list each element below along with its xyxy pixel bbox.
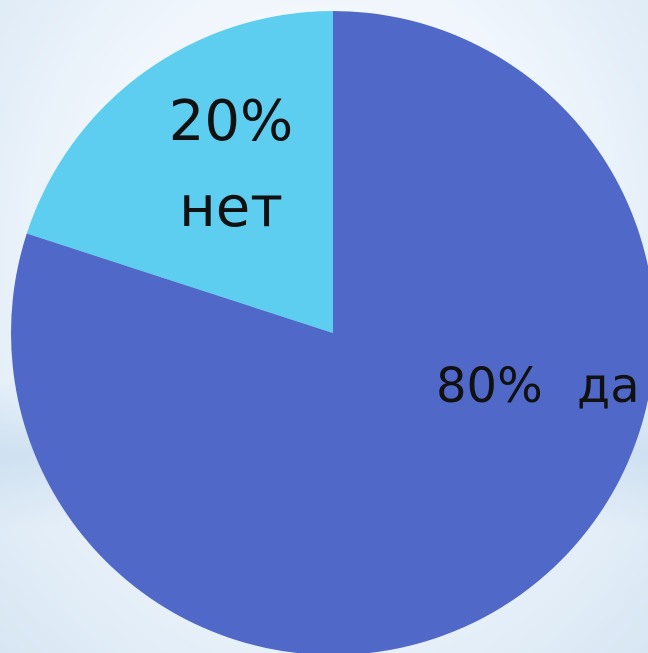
slice-da-percent-label: 80% (436, 358, 543, 414)
pie-slice-da (11, 11, 648, 653)
pie-slice-net (26, 11, 334, 333)
slice-net-percent-label: 20% (169, 89, 293, 154)
slice-net-category-label: нет (179, 175, 283, 240)
pie-slices (11, 11, 648, 653)
pie-labels: 80% да 20% нет (169, 89, 640, 414)
slice-da-category-label: да (577, 358, 640, 414)
